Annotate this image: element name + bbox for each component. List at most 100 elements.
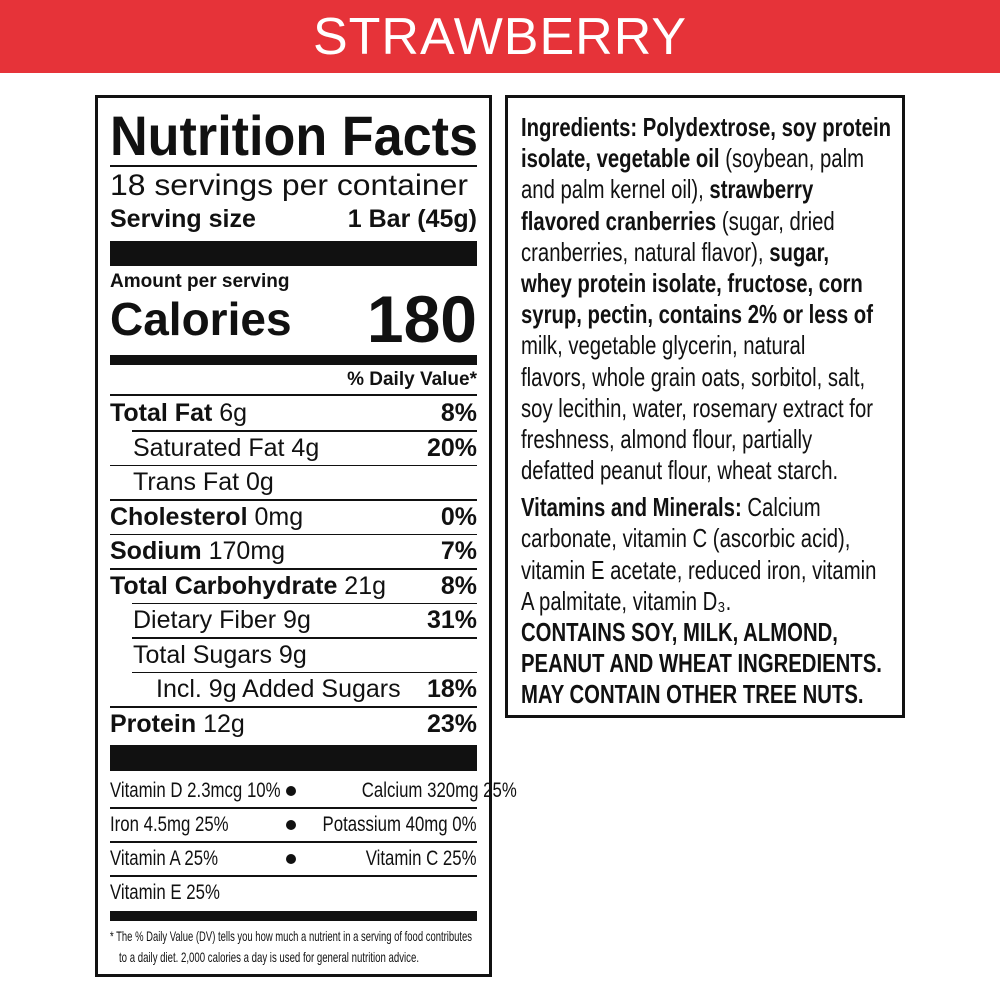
text-segment: syrup, pectin, contains 2% or less of [521,299,873,330]
amount-per-serving-label: Amount per serving [110,271,290,292]
vitamin-left: Vitamin A 25% [110,846,219,870]
vitamin-left: Vitamin E 25% [110,880,220,904]
nutrient-label: Dietary Fiber 9g [133,606,311,634]
servings-per-container: 18 servings per container [110,169,468,202]
divider [110,165,477,167]
text-segment: Ingredients: Polydextrose, soy protein [521,112,891,142]
divider [110,875,477,877]
nutrient-amount: 170mg [201,537,286,565]
nutrient-amount: 6g [212,399,248,427]
nutrient-row: Dietary Fiber 9g 31% [110,604,477,637]
nutrient-label: Protein [110,709,197,738]
text-segment: Calcium [741,492,821,523]
text-segment: isolate, vegetable oil [521,143,720,174]
ingredients-line: flavors, whole grain oats, sorbitol, sal… [521,362,891,393]
nutrient-amount: 21g [337,571,387,600]
vitamins-minerals-line: vitamin E acetate, reduced iron, vitamin [521,555,891,586]
text-segment: strawberry [709,174,814,205]
text-segment: sugar, [769,236,830,267]
serving-size-row: Serving size 1 Bar (45g) [110,204,477,234]
bullet-icon [286,853,296,864]
nutrient-label: Total Sugars 9g [133,640,307,669]
bullet-icon [286,819,296,830]
flavor-title: STRAWBERRY [312,7,688,66]
nutrient-label: Sodium [110,537,202,565]
nutrient-name: Cholesterol 0mg [110,503,303,532]
divider [132,602,477,604]
ingredients-line: syrup, pectin, contains 2% or less of [521,299,891,330]
nutrient-row: Sodium 170mg 7% [110,535,477,568]
divider [110,841,477,843]
divider [110,568,477,570]
nutrient-daily-value: 23% [426,709,477,738]
nutrient-daily-value: 0% [440,502,477,531]
footnote-line-1: * The % Daily Value (DV) tells you how m… [110,928,472,944]
nutrient-daily-value: 8% [440,399,477,427]
thick-divider [110,745,477,771]
divider [110,533,477,535]
serving-size-label: Serving size [110,204,256,233]
text-segment: (sugar, dried [716,205,835,236]
nutrient-daily-value: 20% [426,433,477,462]
ingredients-line: isolate, vegetable oil (soybean, palm [521,143,891,174]
text-segment: Vitamins and Minerals: [521,492,742,523]
bullet-icon [286,785,296,796]
nutrient-name: Total Sugars 9g [110,641,307,670]
divider [132,430,477,432]
serving-size-value: 1 Bar (45g) [347,204,477,233]
text-segment: cranberries, natural flavor), [521,236,770,267]
nutrient-daily-value: 31% [426,606,477,634]
daily-value-header-label: % Daily Value* [347,369,477,390]
nutrient-label: Cholesterol [110,502,248,531]
flavor-banner: STRAWBERRY [0,0,1000,73]
nutrient-row: Cholesterol 0mg 0% [110,501,477,534]
nutrient-amount: 0mg [247,502,304,531]
text-segment: flavored cranberries [521,205,717,236]
text-segment: CONTAINS SOY, MILK, ALMOND, [521,617,838,647]
text-segment: A palmitate, vitamin D₃. [521,585,732,616]
thick-divider [110,241,477,266]
vitamins-minerals-line: Vitamins and Minerals: Calcium [521,492,891,523]
nutrient-row: Total Fat 6g 8% [110,397,477,430]
allergen-line: PEANUT AND WHEAT INGREDIENTS. [521,648,891,679]
nutrient-name: Dietary Fiber 9g [110,606,311,635]
divider [132,671,477,673]
ingredients-line: Ingredients: Polydextrose, soy protein [521,112,891,143]
nutrient-row: Trans Fat 0g [110,466,477,499]
nutrient-name: Sodium 170mg [110,537,285,566]
vitamin-left: Iron 4.5mg 25% [110,812,229,836]
divider [110,394,477,396]
nutrient-label: Total Carbohydrate [110,571,338,600]
nutrition-facts-title: Nutrition Facts [110,104,478,167]
divider [110,706,477,708]
vitamin-row: Vitamin D 2.3mcg 10% Calcium 320mg 25% [110,774,517,807]
footnote-line-2: to a daily diet. 2,000 calories a day is… [119,949,419,965]
nutrient-name: Incl. 9g Added Sugars [110,675,401,704]
calories-label: Calories [110,293,292,345]
text-segment: PEANUT AND WHEAT INGREDIENTS. [521,648,882,679]
text-segment: milk, vegetable glycerin, natural [521,330,806,361]
nutrient-amount: 12g [196,709,245,738]
nutrient-label: Incl. 9g Added Sugars [156,675,401,703]
ingredients-panel: Ingredients: Polydextrose, soy protein is… [505,95,905,718]
divider [132,637,477,639]
calories-value: 180 [366,282,477,356]
medium-divider [110,355,477,365]
text-segment: defatted peanut flour, wheat starch. [521,455,839,486]
vitamin-row: Vitamin E 25% [110,876,477,909]
vitamin-row: Iron 4.5mg 25% Potassium 40mg 0% [110,808,477,841]
divider [110,807,477,809]
nutrient-name: Trans Fat 0g [110,468,274,497]
ingredients-line: freshness, almond flour, partially [521,424,891,455]
nutrient-daily-value: 7% [440,537,477,565]
text-segment: vitamin E acetate, reduced iron, vitamin [521,554,877,585]
nutrient-row: Total Sugars 9g [110,639,477,672]
text-segment: and palm kernel oil), [521,174,710,205]
allergen-line: CONTAINS SOY, MILK, ALMOND, [521,617,891,648]
text-segment: whey protein isolate, fructose, corn [521,267,863,298]
medium-divider [110,911,477,921]
nutrition-facts-panel: Nutrition Facts 18 servings per containe… [95,95,517,977]
divider [110,464,477,466]
text-segment: soy lecithin, water, rosemary extract fo… [521,392,873,423]
ingredients-line: defatted peanut flour, wheat starch. [521,455,891,486]
